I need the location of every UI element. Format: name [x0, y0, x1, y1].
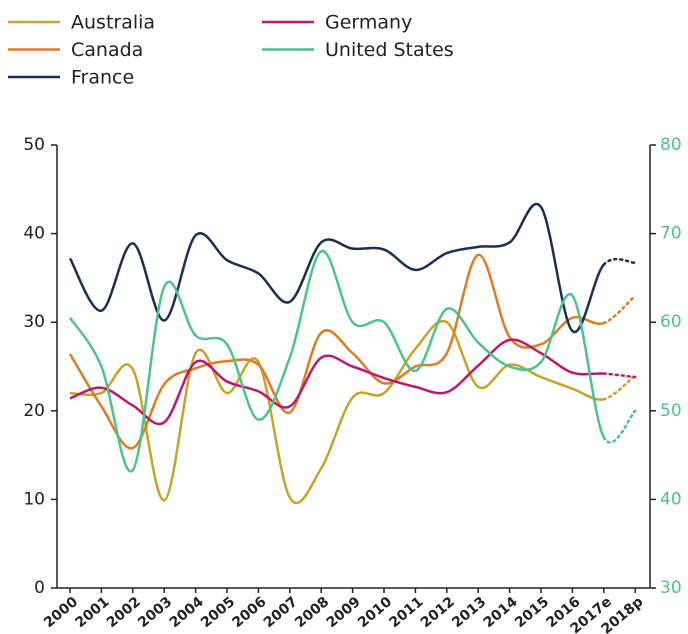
- y-tick-label: 0: [34, 578, 45, 598]
- x-tick-label: 2011: [386, 594, 426, 631]
- x-tick-label: 2001: [72, 594, 112, 631]
- x-tick-label: 2003: [135, 594, 175, 631]
- x-tick-label: 2010: [355, 594, 395, 631]
- y-tick-label: 50: [23, 135, 45, 155]
- x-tick-label: 2009: [324, 594, 364, 631]
- projection-line: [602, 409, 637, 444]
- series-line: [68, 253, 605, 450]
- legend-label: France: [71, 67, 134, 89]
- y2-tick-label: 70: [660, 224, 682, 244]
- x-tick-label: 2004: [167, 594, 207, 631]
- projection-line: [602, 372, 637, 379]
- projection-line: [602, 374, 637, 401]
- series-line: [69, 338, 604, 426]
- legend-label: Germany: [325, 12, 412, 34]
- x-tick-label: 2013: [449, 594, 489, 631]
- y2-tick-label: 80: [660, 135, 682, 155]
- y2-tick-label: 50: [660, 401, 682, 421]
- projection-line: [602, 257, 637, 266]
- x-tick-label: 2006: [229, 594, 269, 631]
- legend-label: Canada: [71, 39, 143, 61]
- series-line: [68, 250, 605, 473]
- x-tick-label: 2014: [481, 594, 521, 631]
- x-tick-label: 2002: [104, 594, 144, 631]
- series-line: [68, 202, 605, 334]
- legend-label: United States: [325, 39, 454, 61]
- series-line: [69, 319, 605, 505]
- x-tick-label: 2008: [292, 594, 332, 631]
- y-tick-label: 10: [23, 489, 45, 509]
- x-tick-label: 2015: [512, 594, 552, 631]
- y2-tick-label: 60: [660, 312, 682, 332]
- x-tick-label: 2012: [418, 594, 458, 631]
- projection-line: [602, 294, 637, 325]
- y-tick-label: 20: [23, 401, 45, 421]
- x-tick-label: 2007: [261, 594, 301, 631]
- x-tick-label: 2005: [198, 594, 238, 631]
- legend-label: Australia: [71, 12, 155, 34]
- y-tick-label: 30: [23, 312, 45, 332]
- y2-tick-label: 30: [660, 578, 682, 598]
- y-tick-label: 40: [23, 224, 45, 244]
- x-tick-label: 2000: [41, 594, 81, 631]
- y2-tick-label: 40: [660, 489, 682, 509]
